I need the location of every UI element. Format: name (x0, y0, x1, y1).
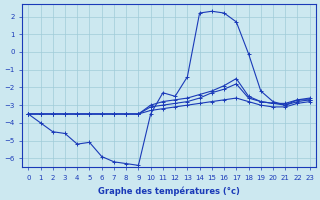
X-axis label: Graphe des températures (°c): Graphe des températures (°c) (98, 186, 240, 196)
